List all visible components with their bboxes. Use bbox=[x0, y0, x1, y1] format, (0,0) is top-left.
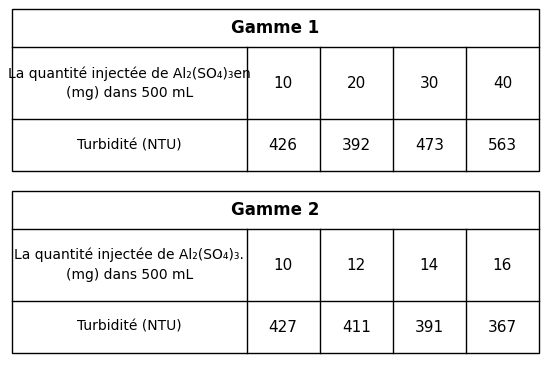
Text: 16: 16 bbox=[493, 258, 512, 273]
Text: 367: 367 bbox=[488, 319, 517, 335]
Text: Turbidité (NTU): Turbidité (NTU) bbox=[77, 138, 182, 152]
Text: 12: 12 bbox=[347, 258, 366, 273]
Text: 411: 411 bbox=[342, 319, 371, 335]
Text: 426: 426 bbox=[268, 137, 298, 152]
Text: 14: 14 bbox=[420, 258, 439, 273]
Bar bbox=[12, 191, 539, 353]
Text: 563: 563 bbox=[488, 137, 517, 152]
Text: 10: 10 bbox=[273, 258, 293, 273]
Text: 473: 473 bbox=[415, 137, 444, 152]
Text: La quantité injectée de Al₂(SO₄)₃.
(mg) dans 500 mL: La quantité injectée de Al₂(SO₄)₃. (mg) … bbox=[14, 248, 244, 282]
Text: 391: 391 bbox=[415, 319, 444, 335]
Bar bbox=[12, 9, 539, 171]
Text: Turbidité (NTU): Turbidité (NTU) bbox=[77, 320, 182, 334]
Text: 427: 427 bbox=[269, 319, 298, 335]
Text: 30: 30 bbox=[420, 75, 439, 91]
Text: La quantité injectée de Al₂(SO₄)₃en
(mg) dans 500 mL: La quantité injectée de Al₂(SO₄)₃en (mg)… bbox=[8, 66, 251, 100]
Text: 40: 40 bbox=[493, 75, 512, 91]
Text: Gamme 1: Gamme 1 bbox=[231, 19, 320, 37]
Text: 20: 20 bbox=[347, 75, 366, 91]
Text: 392: 392 bbox=[342, 137, 371, 152]
Text: Gamme 2: Gamme 2 bbox=[231, 201, 320, 219]
Text: 10: 10 bbox=[273, 75, 293, 91]
